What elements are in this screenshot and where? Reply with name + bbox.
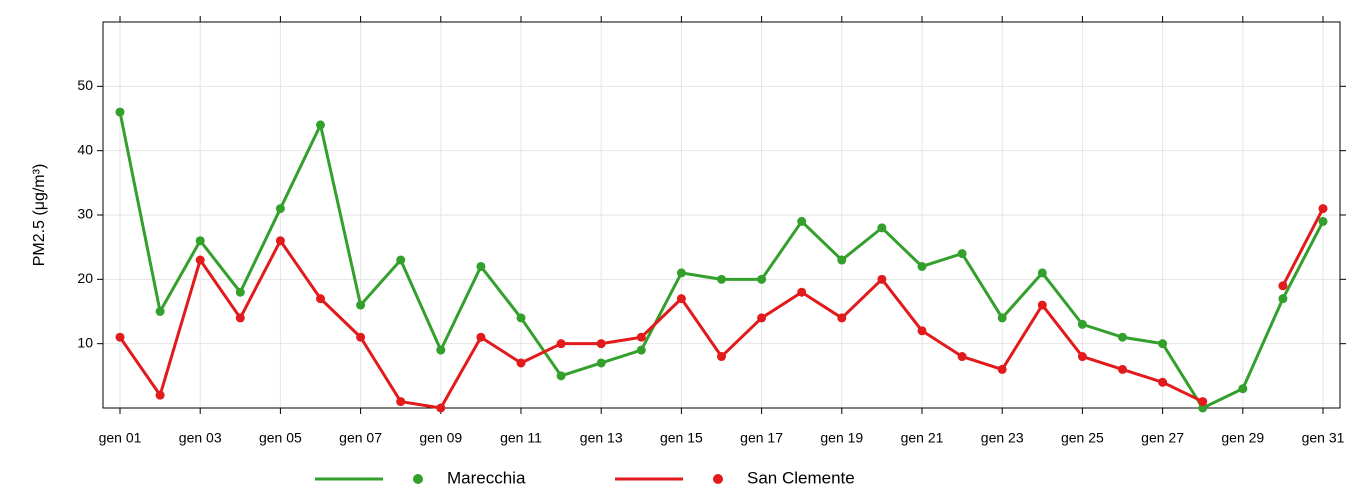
series (115, 204, 1328, 413)
data-point (917, 326, 927, 336)
x-tick-label: gen 15 (660, 430, 703, 446)
series-line (118, 207, 1325, 410)
y-tick-label: 50 (77, 77, 93, 93)
data-point (636, 332, 646, 342)
x-tick-label: gen 25 (1061, 430, 1104, 446)
data-point (957, 352, 967, 362)
data-point (1118, 332, 1127, 342)
x-tick-label: gen 23 (981, 430, 1024, 446)
data-point (997, 313, 1007, 323)
data-point (1278, 281, 1288, 291)
data-point (717, 352, 726, 362)
x-tick-label: gen 27 (1141, 430, 1184, 446)
data-point (636, 345, 646, 355)
y-tick-label: 20 (77, 270, 93, 286)
data-point (1037, 300, 1047, 310)
data-point (877, 223, 887, 233)
data-point (275, 204, 285, 214)
data-point (917, 261, 927, 271)
data-point (957, 249, 967, 259)
data-point (997, 364, 1007, 374)
data-point (596, 339, 606, 349)
data-point (797, 287, 807, 297)
x-tick-label: gen 03 (179, 430, 222, 446)
x-tick-label: gen 31 (1302, 430, 1345, 446)
data-point (476, 261, 486, 271)
data-point (1198, 403, 1208, 413)
data-point (757, 313, 767, 323)
legend-label: San Clemente (747, 468, 855, 487)
data-point (877, 274, 887, 284)
x-tick-label: gen 29 (1221, 430, 1264, 446)
data-point (476, 332, 486, 342)
data-point (797, 216, 807, 226)
data-point (1318, 216, 1328, 226)
data-point (757, 274, 767, 284)
y-tick-label: 40 (77, 141, 93, 157)
x-tick-label: gen 01 (99, 430, 142, 446)
x-tick-label: gen 17 (740, 430, 783, 446)
x-tick-label: gen 05 (259, 430, 302, 446)
data-point (316, 294, 325, 304)
data-point (1037, 268, 1047, 278)
data-point (676, 294, 686, 304)
data-point (596, 358, 606, 368)
data-point (436, 403, 446, 413)
x-tick-label: gen 07 (339, 430, 382, 446)
y-axis-label: PM2.5 (μg/m³) (31, 164, 48, 267)
data-point (556, 339, 566, 349)
data-point (115, 107, 125, 117)
data-point (516, 313, 526, 323)
data-point (396, 397, 406, 407)
legend-marker (413, 474, 423, 484)
data-point (436, 345, 446, 355)
data-point (275, 236, 285, 246)
y-tick-label: 10 (77, 334, 93, 350)
data-point (1318, 204, 1328, 214)
data-point (316, 120, 325, 130)
data-point (235, 287, 245, 297)
data-point (1238, 384, 1248, 394)
data-point (556, 371, 566, 381)
data-point (717, 274, 726, 284)
data-point (1158, 339, 1168, 349)
data-point (1077, 352, 1087, 362)
data-point (235, 313, 245, 323)
data-point (195, 255, 205, 265)
series (115, 107, 1328, 413)
data-point (837, 255, 847, 265)
data-point (1158, 377, 1168, 387)
x-tick-label: gen 11 (500, 430, 542, 446)
data-point (396, 255, 406, 265)
legend-marker (713, 474, 723, 484)
data-point (155, 390, 165, 400)
data-point (155, 307, 165, 316)
data-point (1198, 397, 1208, 407)
x-tick-label: gen 09 (419, 430, 462, 446)
x-tick-label: gen 21 (901, 430, 944, 446)
data-point (115, 332, 125, 342)
series-line (118, 111, 1325, 410)
y-tick-label: 30 (77, 206, 93, 222)
data-point (1278, 294, 1288, 304)
data-point (195, 236, 205, 246)
data-point (516, 358, 526, 368)
data-point (356, 300, 366, 310)
data-point (356, 332, 366, 342)
data-point (1077, 319, 1087, 329)
x-tick-label: gen 19 (820, 430, 863, 446)
x-tick-label: gen 13 (580, 430, 623, 446)
data-point (676, 268, 686, 278)
legend-label: Marecchia (447, 468, 526, 487)
data-point (1118, 364, 1127, 374)
data-point (837, 313, 847, 323)
